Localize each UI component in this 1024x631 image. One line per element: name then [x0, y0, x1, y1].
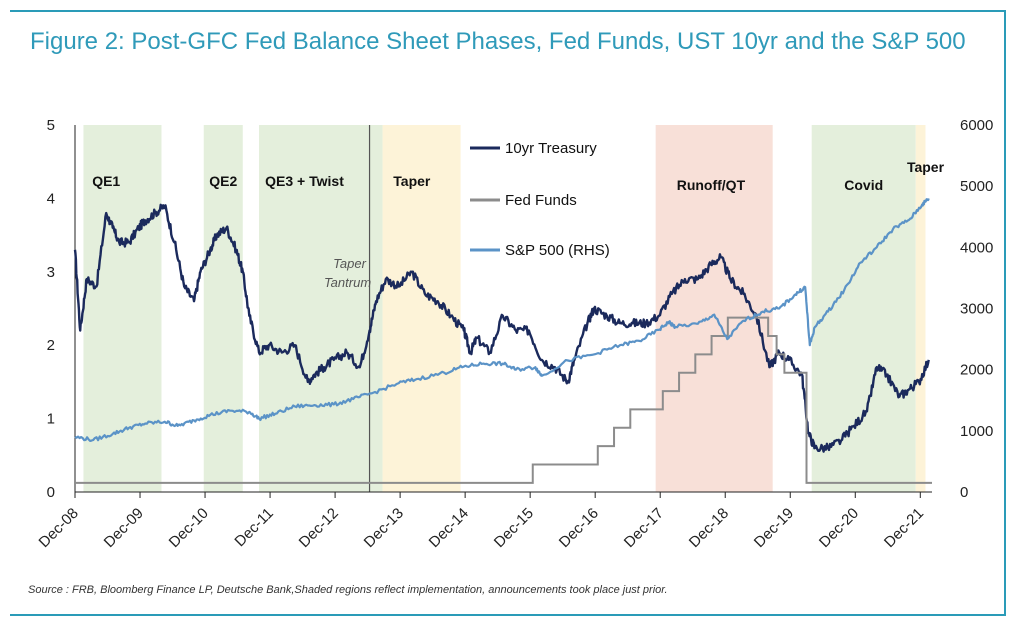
phase-band	[203, 125, 243, 492]
y-right-tick-label: 4000	[960, 239, 993, 256]
y-left-tick-label: 2	[47, 337, 55, 354]
phase-labels: QE1 QE2 QE3 + Twist Taper Runoff/QT Covid Tape…	[92, 159, 944, 290]
chart-title: Figure 2: Post-GFC Fed Balance Sheet Pha…	[30, 28, 966, 55]
figure-frame	[10, 10, 1006, 616]
x-tick-label: Dec-21	[881, 505, 927, 551]
x-tick-label: Dec-09	[101, 505, 147, 551]
x-tick-label: Dec-15	[491, 505, 537, 551]
phase-label: Covid	[844, 177, 883, 193]
phase-band	[259, 125, 383, 492]
y-left-tick-label: 1	[47, 411, 55, 428]
x-tick-label: Dec-12	[296, 505, 342, 551]
x-tick-label: Dec-10	[166, 505, 212, 551]
annotation-taper: Taper	[333, 256, 366, 271]
legend-10yr-treasury-label: 10yr Treasury	[505, 140, 597, 157]
x-tick-label: Dec-18	[686, 505, 732, 551]
x-tick-label: Dec-20	[816, 505, 862, 551]
legend: 10yr Treasury Fed Funds S&P 500 (RHS)	[470, 140, 610, 259]
x-tick-label: Dec-11	[231, 505, 276, 550]
series-lines	[73, 198, 932, 484]
phase-label: Taper	[393, 173, 431, 189]
series-line-fed-funds	[75, 316, 932, 484]
x-tick-label: Dec-19	[751, 505, 797, 551]
series-line-sp500	[74, 198, 930, 442]
y-right-tick-label: 3000	[960, 301, 993, 318]
series-line-10yr-treasury	[73, 203, 930, 453]
phase-label: QE3 + Twist	[265, 173, 344, 189]
source-note: Source : FRB, Bloomberg Finance LP, Deut…	[28, 584, 668, 596]
phase-band	[915, 125, 926, 492]
y-left-tick-label: 0	[47, 484, 55, 501]
phase-bands	[83, 125, 926, 492]
legend-sp500-label: S&P 500 (RHS)	[505, 242, 610, 259]
y-right-tick-label: 5000	[960, 178, 993, 195]
phase-label: Runoff/QT	[677, 177, 746, 193]
y-right-tick-label: 0	[960, 484, 968, 501]
x-tick-label: Dec-17	[621, 505, 667, 551]
phase-band	[382, 125, 461, 492]
phase-label: QE2	[209, 173, 237, 189]
y-left-tick-label: 3	[47, 264, 55, 281]
x-tick-label: Dec-14	[426, 505, 472, 551]
x-tick-label: Dec-13	[361, 505, 407, 551]
phase-label: Taper	[907, 159, 945, 175]
y-right-tick-label: 2000	[960, 362, 993, 379]
y-right-tick-label: 1000	[960, 423, 993, 440]
y-left-tick-label: 5	[47, 117, 55, 134]
x-tick-label: Dec-16	[556, 505, 602, 551]
y-left-tick-label: 4	[47, 190, 55, 207]
x-tick-label: Dec-08	[36, 505, 82, 551]
phase-label: QE1	[92, 173, 120, 189]
annotation-tantrum: Tantrum	[324, 275, 371, 290]
phase-band	[655, 125, 773, 492]
y-right-tick-label: 6000	[960, 117, 993, 134]
legend-fed-funds-label: Fed Funds	[505, 192, 577, 209]
